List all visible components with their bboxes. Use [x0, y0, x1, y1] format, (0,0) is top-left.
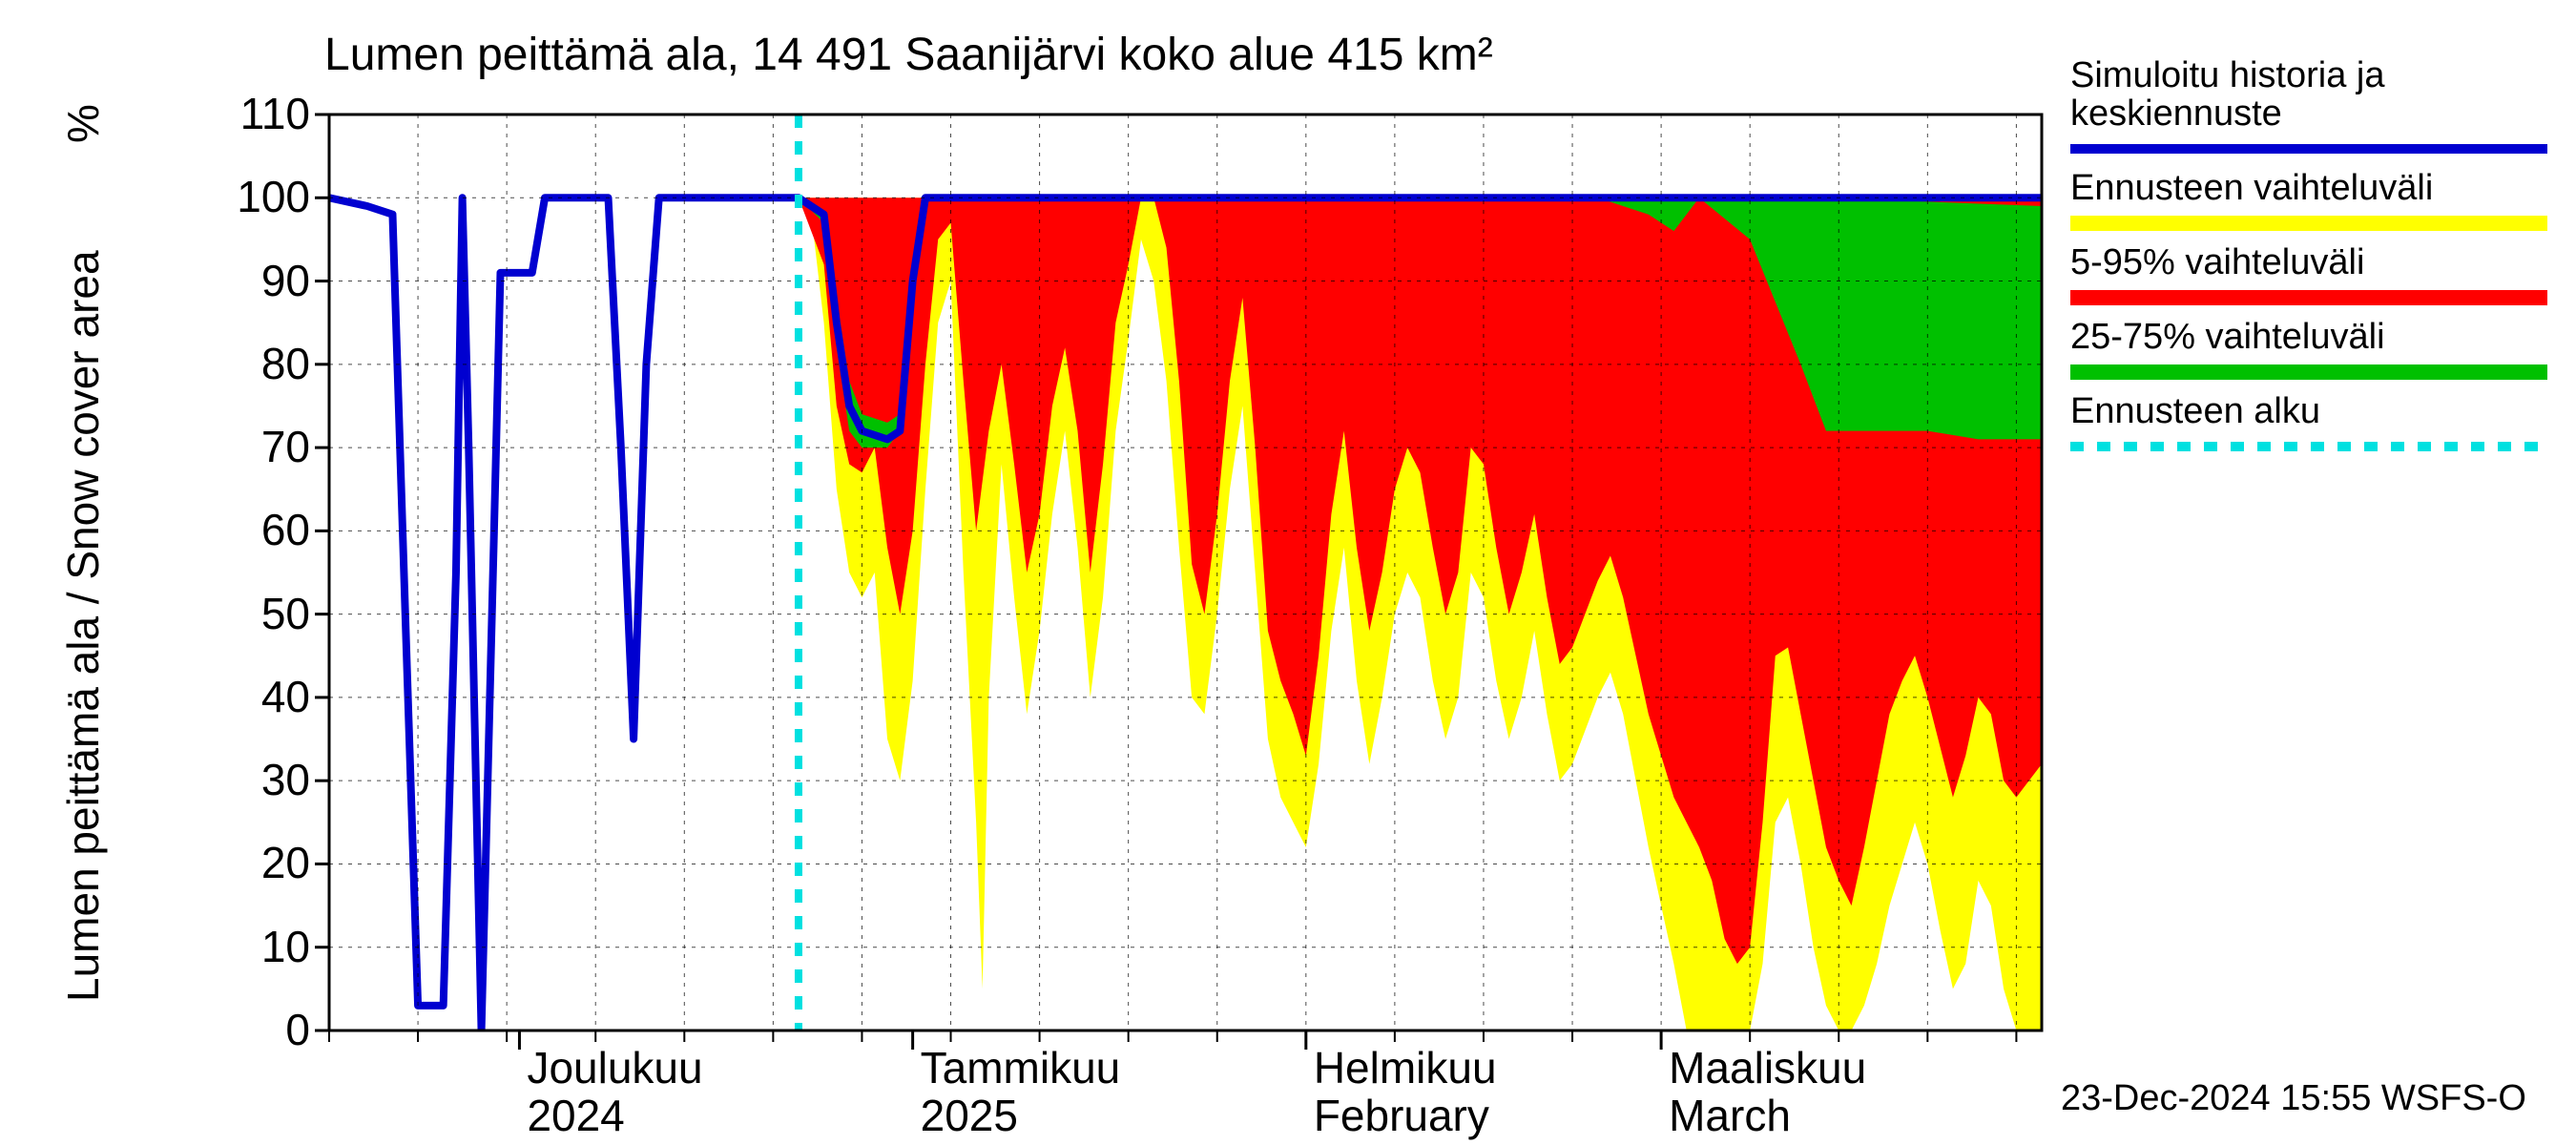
y-tick: 60	[196, 504, 310, 555]
y-tick: 110	[196, 88, 310, 139]
legend-entry-label: Ennusteen alku	[2070, 393, 2320, 431]
legend-entry-label: keskiennuste	[2070, 95, 2282, 134]
legend-entry-label: Ennusteen vaihteluväli	[2070, 170, 2433, 208]
y-tick: 40	[196, 671, 310, 722]
x-tick-month: Maaliskuu	[1669, 1042, 1866, 1093]
y-tick: 50	[196, 588, 310, 639]
y-tick: 30	[196, 754, 310, 805]
x-tick-month: Tammikuu	[921, 1042, 1121, 1093]
x-tick-year: February	[1314, 1090, 1489, 1141]
legend-entry-label: 5-95% vaihteluväli	[2070, 244, 2364, 282]
y-tick: 10	[196, 921, 310, 972]
chart-container: Lumen peittämä ala, 14 491 Saanijärvi ko…	[0, 0, 2576, 1145]
x-tick-year: March	[1669, 1090, 1791, 1141]
legend-entry-label: 25-75% vaihteluväli	[2070, 319, 2385, 357]
x-tick-month: Helmikuu	[1314, 1042, 1497, 1093]
y-tick: 80	[196, 338, 310, 389]
x-tick-year: 2024	[527, 1090, 624, 1141]
x-tick-month: Joulukuu	[527, 1042, 702, 1093]
y-tick: 0	[196, 1004, 310, 1055]
y-tick: 70	[196, 421, 310, 472]
y-tick: 90	[196, 255, 310, 306]
x-tick-year: 2025	[921, 1090, 1018, 1141]
chart-footer: 23-Dec-2024 15:55 WSFS-O	[2061, 1078, 2526, 1119]
legend-entry-label: Simuloitu historia ja	[2070, 57, 2384, 95]
y-tick: 20	[196, 837, 310, 888]
y-tick: 100	[196, 171, 310, 222]
